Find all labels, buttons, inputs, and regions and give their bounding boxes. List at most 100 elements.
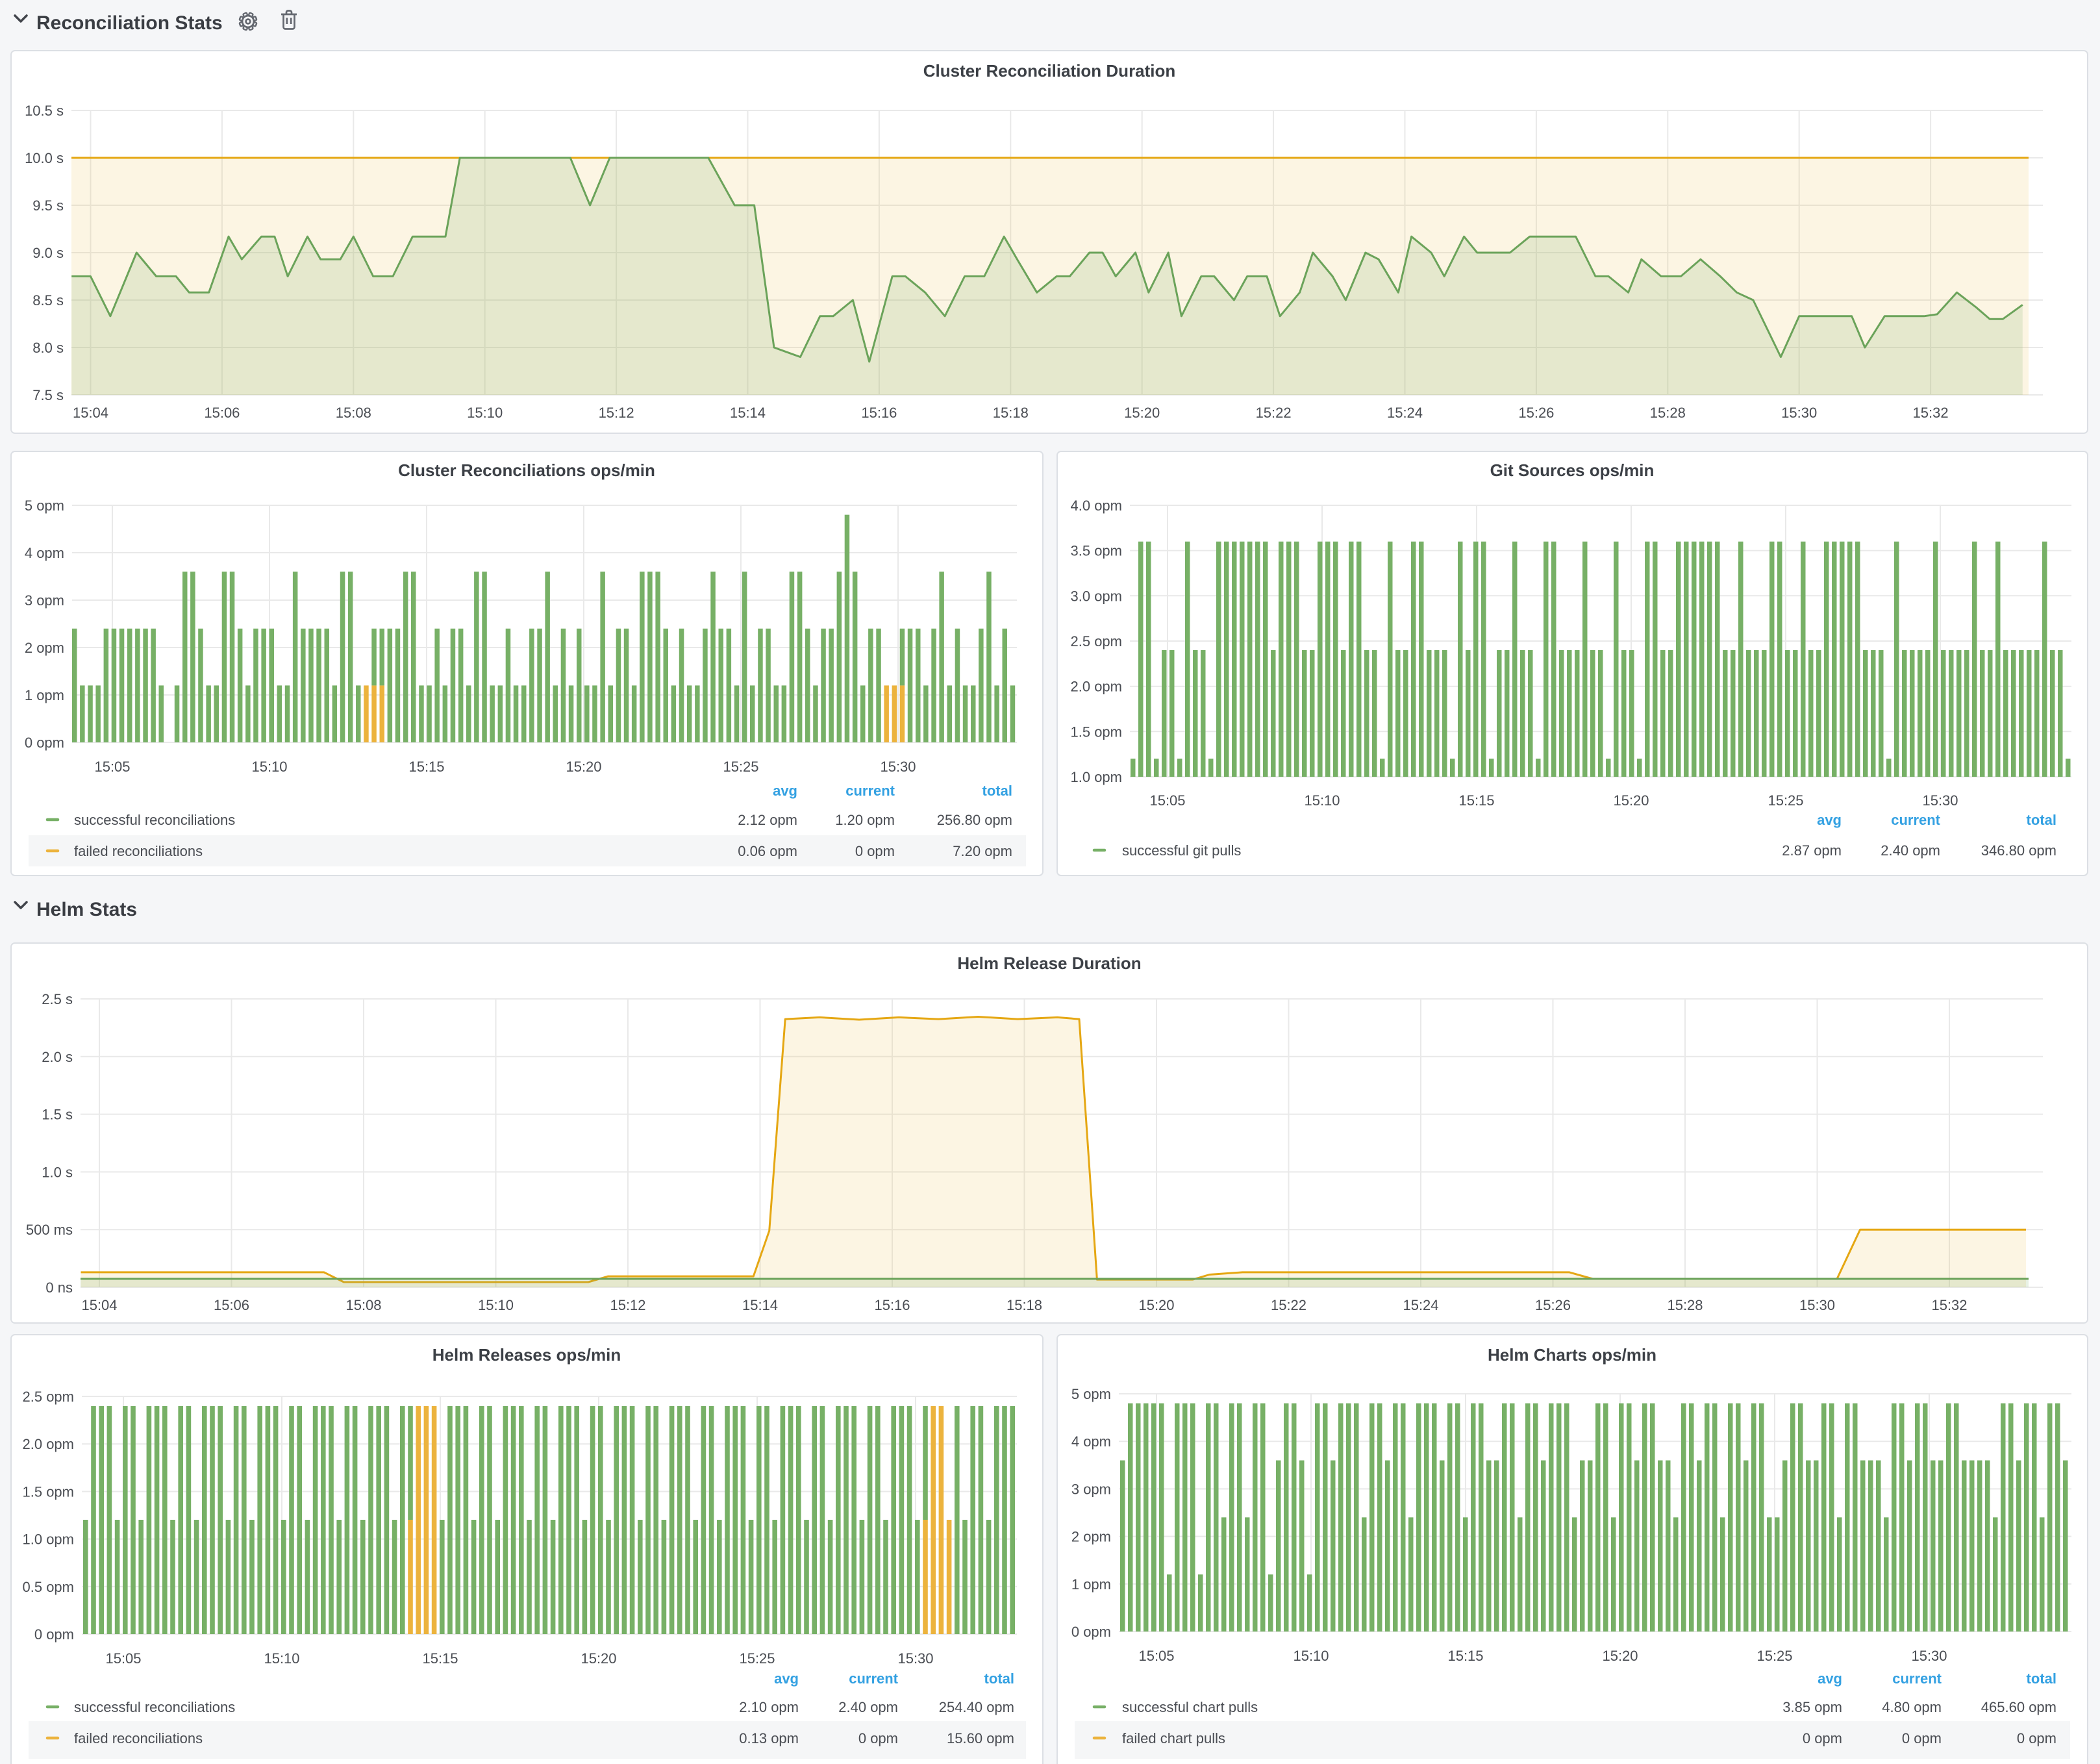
svg-text:0 opm: 0 opm — [34, 1626, 74, 1643]
svg-text:15:10: 15:10 — [478, 1297, 514, 1313]
svg-text:1.5 opm: 1.5 opm — [23, 1483, 75, 1500]
svg-text:2.5 s: 2.5 s — [42, 991, 73, 1007]
svg-text:3 opm: 3 opm — [1071, 1481, 1111, 1497]
svg-text:1.0 s: 1.0 s — [42, 1164, 73, 1180]
svg-text:4 opm: 4 opm — [25, 545, 64, 561]
svg-text:total: total — [982, 783, 1012, 799]
svg-text:Reconciliation Stats: Reconciliation Stats — [36, 12, 223, 34]
svg-text:2.5 opm: 2.5 opm — [1071, 633, 1123, 649]
svg-text:15:10: 15:10 — [264, 1650, 299, 1667]
svg-text:15:30: 15:30 — [1911, 1648, 1947, 1664]
svg-text:1.0 opm: 1.0 opm — [1071, 769, 1123, 785]
svg-text:failed chart pulls: failed chart pulls — [1122, 1730, 1225, 1746]
svg-text:254.40 opm: 254.40 opm — [939, 1699, 1014, 1715]
svg-text:4.80 opm: 4.80 opm — [1882, 1699, 1942, 1715]
svg-text:465.60 opm: 465.60 opm — [1981, 1699, 2056, 1715]
svg-text:0 opm: 0 opm — [855, 843, 895, 859]
svg-text:2.12 opm: 2.12 opm — [738, 812, 797, 828]
svg-text:current: current — [1892, 1670, 1942, 1687]
svg-text:Helm Charts ops/min: Helm Charts ops/min — [1488, 1345, 1656, 1365]
svg-text:avg: avg — [1817, 812, 1842, 828]
svg-text:15:28: 15:28 — [1667, 1297, 1703, 1313]
svg-text:0.13 opm: 0.13 opm — [739, 1730, 799, 1746]
svg-text:15:16: 15:16 — [874, 1297, 910, 1313]
svg-text:15:24: 15:24 — [1387, 405, 1423, 421]
svg-text:1 opm: 1 opm — [1071, 1576, 1111, 1593]
svg-text:15:20: 15:20 — [1613, 792, 1649, 809]
svg-text:15:15: 15:15 — [422, 1650, 458, 1667]
svg-text:8.0 s: 8.0 s — [32, 340, 64, 356]
svg-text:15:25: 15:25 — [1756, 1648, 1792, 1664]
svg-text:total: total — [2027, 1670, 2056, 1687]
svg-text:500 ms: 500 ms — [26, 1222, 73, 1238]
svg-text:15:28: 15:28 — [1650, 405, 1686, 421]
svg-text:15:22: 15:22 — [1256, 405, 1292, 421]
svg-text:15:26: 15:26 — [1518, 405, 1554, 421]
svg-text:current: current — [1891, 812, 1940, 828]
svg-text:15:20: 15:20 — [1138, 1297, 1174, 1313]
svg-text:2.5 opm: 2.5 opm — [23, 1389, 75, 1405]
svg-text:successful git pulls: successful git pulls — [1122, 842, 1241, 859]
svg-text:15:20: 15:20 — [566, 759, 601, 775]
svg-text:9.5 s: 9.5 s — [32, 197, 64, 214]
svg-text:0 opm: 0 opm — [1071, 1624, 1111, 1640]
svg-text:15:05: 15:05 — [94, 759, 130, 775]
svg-text:15:24: 15:24 — [1403, 1297, 1438, 1313]
svg-text:0.5 opm: 0.5 opm — [23, 1579, 75, 1595]
svg-text:0.06 opm: 0.06 opm — [738, 843, 797, 859]
svg-text:15:10: 15:10 — [1293, 1648, 1329, 1664]
svg-text:15:30: 15:30 — [1799, 1297, 1835, 1313]
svg-text:avg: avg — [1818, 1670, 1842, 1687]
svg-text:15:04: 15:04 — [81, 1297, 117, 1313]
svg-text:15.60 opm: 15.60 opm — [947, 1730, 1014, 1746]
svg-text:15:32: 15:32 — [1931, 1297, 1967, 1313]
svg-text:successful chart pulls: successful chart pulls — [1122, 1699, 1258, 1715]
svg-text:1.0 opm: 1.0 opm — [23, 1531, 75, 1548]
svg-text:failed reconciliations: failed reconciliations — [74, 1730, 203, 1746]
svg-text:15:32: 15:32 — [1913, 405, 1949, 421]
svg-text:1 opm: 1 opm — [25, 687, 64, 703]
svg-text:15:06: 15:06 — [214, 1297, 249, 1313]
svg-text:15:20: 15:20 — [581, 1650, 616, 1667]
svg-text:2.10 opm: 2.10 opm — [739, 1699, 799, 1715]
svg-text:3.85 opm: 3.85 opm — [1782, 1699, 1842, 1715]
svg-text:1.20 opm: 1.20 opm — [835, 812, 895, 828]
svg-text:15:30: 15:30 — [880, 759, 916, 775]
svg-text:7.5 s: 7.5 s — [32, 387, 64, 403]
svg-text:successful reconciliations: successful reconciliations — [74, 812, 235, 828]
svg-text:15:15: 15:15 — [1458, 792, 1494, 809]
svg-text:15:10: 15:10 — [467, 405, 503, 421]
svg-text:15:26: 15:26 — [1535, 1297, 1571, 1313]
svg-text:2.0 opm: 2.0 opm — [23, 1436, 75, 1452]
svg-text:256.80 opm: 256.80 opm — [937, 812, 1012, 828]
svg-text:4 opm: 4 opm — [1071, 1433, 1111, 1450]
svg-text:failed reconciliations: failed reconciliations — [74, 843, 203, 859]
svg-text:2.0 opm: 2.0 opm — [1071, 679, 1123, 695]
svg-text:0 opm: 0 opm — [25, 735, 64, 751]
svg-text:0 ns: 0 ns — [45, 1279, 73, 1296]
svg-text:avg: avg — [773, 783, 797, 799]
svg-text:15:05: 15:05 — [1138, 1648, 1174, 1664]
svg-text:15:05: 15:05 — [105, 1650, 141, 1667]
svg-text:2.87 opm: 2.87 opm — [1782, 842, 1842, 859]
svg-text:2.0 s: 2.0 s — [42, 1049, 73, 1065]
svg-text:Helm Release Duration: Helm Release Duration — [957, 953, 1141, 973]
svg-text:current: current — [849, 1670, 898, 1687]
svg-text:3.5 opm: 3.5 opm — [1071, 543, 1123, 559]
svg-text:successful reconciliations: successful reconciliations — [74, 1699, 235, 1715]
svg-text:15:12: 15:12 — [599, 405, 634, 421]
svg-text:15:18: 15:18 — [1006, 1297, 1042, 1313]
svg-text:total: total — [2027, 812, 2056, 828]
svg-text:9.0 s: 9.0 s — [32, 245, 64, 261]
svg-text:3.0 opm: 3.0 opm — [1071, 588, 1123, 604]
svg-text:15:20: 15:20 — [1602, 1648, 1638, 1664]
svg-text:15:30: 15:30 — [1922, 792, 1958, 809]
svg-text:15:20: 15:20 — [1124, 405, 1160, 421]
svg-text:15:04: 15:04 — [73, 405, 108, 421]
svg-text:Helm Releases ops/min: Helm Releases ops/min — [432, 1345, 621, 1365]
svg-text:Cluster Reconciliation Duratio: Cluster Reconciliation Duration — [923, 61, 1176, 81]
svg-text:15:25: 15:25 — [1768, 792, 1803, 809]
svg-text:15:08: 15:08 — [336, 405, 371, 421]
svg-text:15:30: 15:30 — [1781, 405, 1817, 421]
svg-text:10.0 s: 10.0 s — [25, 150, 64, 166]
